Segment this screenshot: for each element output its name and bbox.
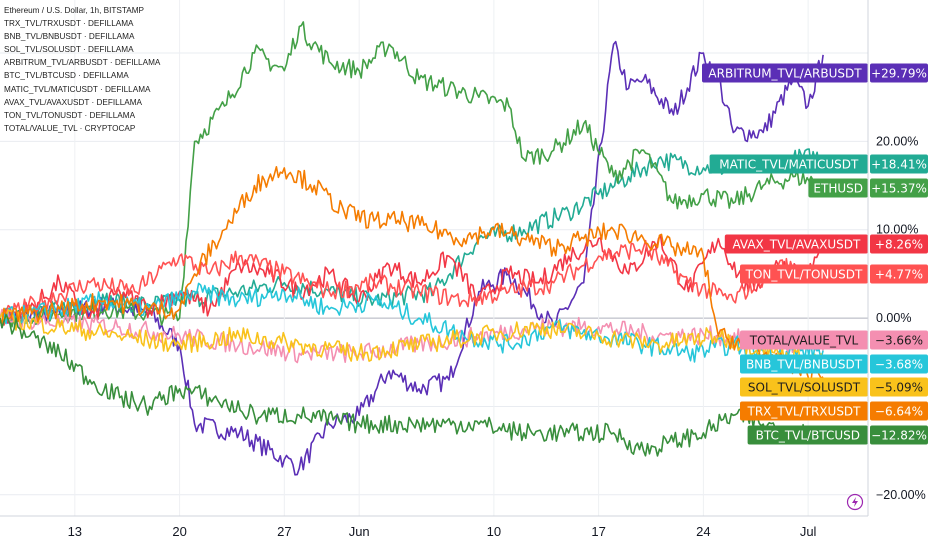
series-name-tag — [740, 401, 868, 421]
chart-title: Ethereum / U.S. Dollar, 1h, BITSTAMP — [4, 6, 144, 15]
series-name-tag — [740, 377, 868, 397]
series-value-tag — [870, 425, 928, 445]
legend-entry[interactable]: BNB_TVL/BNBUSDT · DEFILLAMA — [4, 32, 135, 42]
x-tick-label: 20 — [172, 524, 186, 539]
legend-entry[interactable]: SOL_TVL/SOLUSDT · DEFILLAMA — [4, 45, 134, 55]
series-value-label: −5.09% — [875, 381, 923, 395]
series-value-label: +29.79% — [871, 67, 927, 81]
series-value-tag — [870, 234, 928, 254]
series-line-sol-tvl-solusdt[interactable] — [0, 309, 824, 369]
legend-entry[interactable]: TRX_TVL/TRXUSDT · DEFILLAMA — [4, 19, 134, 29]
x-tick-label: 27 — [277, 524, 291, 539]
series-value-label: −3.68% — [875, 358, 923, 372]
x-tick-label: Jun — [349, 524, 370, 539]
series-tag[interactable]: ETHUSD +15.37% — [808, 178, 928, 198]
legend-entry[interactable]: TOTAL/VALUE_TVL · CRYPTOCAP — [4, 123, 136, 133]
series-value-tag — [870, 63, 928, 83]
series-value-label: +18.41% — [871, 158, 927, 172]
series-tag[interactable]: TON_TVL/TONUSDT +4.77% — [740, 264, 928, 284]
y-tick-label: −20.00% — [876, 488, 926, 502]
flash-icon[interactable] — [846, 493, 864, 511]
series-name-label: TRX_TVL/TRXUSDT — [746, 405, 861, 419]
series-name-tag — [747, 425, 868, 445]
series-value-label: +15.37% — [871, 182, 927, 196]
axis-layer: 20.00% 10.00% 0.00% −20.00% 13 20 27 Jun 10 17 24 J… — [0, 0, 926, 539]
series-value-label: +4.77% — [875, 268, 923, 282]
series-name-tag — [808, 178, 868, 198]
series-value-label: −12.82% — [871, 429, 927, 443]
series-value-tag — [870, 264, 928, 284]
series-name-label: BNB_TVL/BNBUSDT — [746, 358, 863, 372]
series-name-label: SOL_TVL/SOLUSDT — [748, 381, 861, 395]
series-value-tag — [870, 330, 928, 350]
series-name-tag — [740, 264, 868, 284]
series-value-label: −6.64% — [875, 405, 923, 419]
legend-entry[interactable]: BTC_TVL/BTCUSD · DEFILLAMA — [4, 71, 129, 81]
series-name-label: ETHUSD — [813, 182, 863, 196]
series-tag[interactable]: ARBITRUM_TVL/ARBUSDT +29.79% — [702, 63, 928, 83]
series-name-label: TOTAL/VALUE_TVL — [749, 334, 859, 348]
series-value-label: +8.26% — [875, 238, 923, 252]
series-tag[interactable]: MATIC_TVL/MATICUSDT +18.41% — [709, 154, 928, 174]
y-tick-label: 20.00% — [876, 134, 918, 148]
series-name-label: ARBITRUM_TVL/ARBUSDT — [708, 67, 862, 81]
x-tick-label: 10 — [487, 524, 501, 539]
series-line-avax-tvl-avaxusdt[interactable] — [0, 234, 824, 326]
series-value-tag — [870, 401, 928, 421]
legend-entry[interactable]: AVAX_TVL/AVAXUSDT · DEFILLAMA — [4, 97, 143, 107]
series-name-tag — [724, 234, 868, 254]
series-name-label: MATIC_TVL/MATICUSDT — [719, 158, 859, 172]
series-line-trx-tvl-trxusdt[interactable] — [0, 166, 824, 384]
series-name-label: BTC_TVL/BTCUSD — [756, 429, 860, 443]
series-tag[interactable]: TRX_TVL/TRXUSDT −6.64% — [740, 401, 928, 421]
series-name-tag — [702, 63, 868, 83]
series-name-tag — [740, 354, 868, 374]
y-tick-label: 0.00% — [876, 311, 911, 325]
x-tick-label: 13 — [68, 524, 82, 539]
series-name-tag — [709, 154, 868, 174]
series-name-tag — [740, 330, 868, 350]
series-line-matic-tvl-maticusdt[interactable] — [0, 148, 824, 327]
series-value-label: −3.66% — [875, 334, 923, 348]
series-tag[interactable]: TOTAL/VALUE_TVL −3.66% — [740, 330, 928, 350]
series-value-tag — [870, 154, 928, 174]
series-name-label: TON_TVL/TONUSDT — [745, 268, 863, 282]
series-line-bnb-tvl-bnbusdt[interactable] — [0, 282, 824, 364]
tag-layer: ARBITRUM_TVL/ARBUSDT +29.79% MATIC_TVL/MAT… — [702, 63, 928, 445]
series-name-label: AVAX_TVL/AVAXUSDT — [732, 238, 861, 252]
series-line-arbitrum-tvl-arbusdt[interactable] — [0, 40, 824, 476]
legend-entry[interactable]: ARBITRUM_TVL/ARBUSDT · DEFILLAMA — [4, 58, 161, 68]
legend-entry[interactable]: TON_TVL/TONUSDT · DEFILLAMA — [4, 110, 136, 120]
series-tag[interactable]: AVAX_TVL/AVAXUSDT +8.26% — [724, 234, 928, 254]
series-tag[interactable]: BNB_TVL/BNBUSDT −3.68% — [740, 354, 928, 374]
x-tick-label: Jul — [800, 524, 817, 539]
x-tick-label: 17 — [591, 524, 605, 539]
legend: Ethereum / U.S. Dollar, 1h, BITSTAMP TRX… — [4, 4, 160, 135]
series-tag[interactable]: BTC_TVL/BTCUSD −12.82% — [747, 425, 928, 445]
series-value-tag — [870, 354, 928, 374]
y-tick-label: 10.00% — [876, 223, 918, 237]
series-value-tag — [870, 178, 928, 198]
series-line-ton-tvl-tonusdt[interactable] — [0, 239, 824, 326]
series-layer — [0, 21, 824, 476]
x-tick-label: 24 — [696, 524, 710, 539]
series-line-btc-tvl-btcusd[interactable] — [0, 313, 824, 457]
series-line-ethusd[interactable] — [0, 21, 824, 328]
series-tag[interactable]: SOL_TVL/SOLUSDT −5.09% — [740, 377, 928, 397]
series-value-tag — [870, 377, 928, 397]
legend-entry[interactable]: MATIC_TVL/MATICUSDT · DEFILLAMA — [4, 84, 151, 94]
